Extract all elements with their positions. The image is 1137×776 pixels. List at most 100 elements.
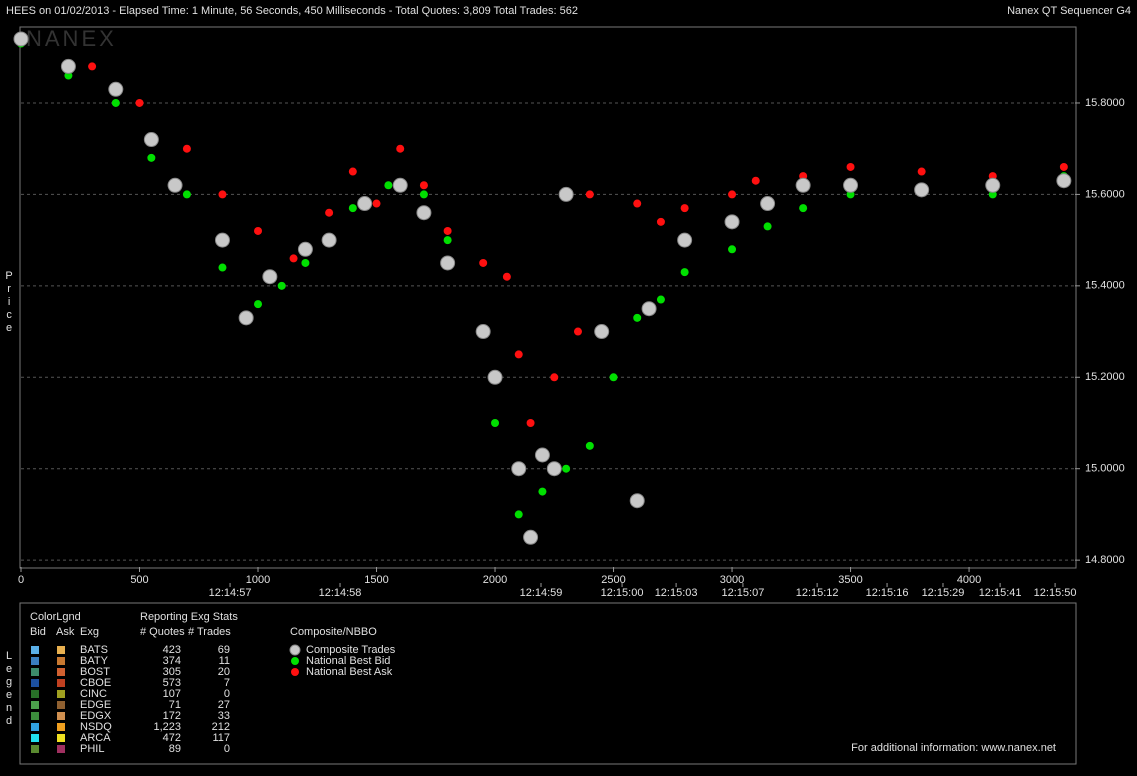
table-header: # Trades bbox=[188, 626, 231, 638]
quote-count: 71 bbox=[169, 699, 181, 711]
ask-swatch bbox=[57, 701, 65, 709]
legend-marker bbox=[291, 657, 299, 665]
trade-count: 117 bbox=[212, 732, 230, 744]
quote-point bbox=[182, 190, 191, 199]
bid-swatch bbox=[31, 668, 39, 676]
trade-point bbox=[13, 31, 29, 47]
quote-point bbox=[514, 350, 523, 359]
x-tick-label: 1500 bbox=[364, 574, 388, 586]
quote-point bbox=[182, 144, 191, 153]
bid-swatch bbox=[31, 701, 39, 709]
quote-point bbox=[656, 217, 665, 226]
quote-point bbox=[254, 300, 263, 309]
quote-point bbox=[111, 98, 120, 107]
quote-point bbox=[728, 245, 737, 254]
exchange-name: CBOE bbox=[80, 677, 111, 689]
quote-point bbox=[218, 263, 227, 272]
x-tick-label: 500 bbox=[130, 574, 148, 586]
x-tick-label: 4000 bbox=[957, 574, 981, 586]
trade-point bbox=[297, 241, 313, 257]
quote-count: 172 bbox=[163, 710, 181, 722]
quote-count: 305 bbox=[163, 666, 181, 678]
quote-point bbox=[763, 222, 772, 231]
legend-label: National Best Bid bbox=[306, 655, 390, 667]
quote-count: 472 bbox=[163, 732, 181, 744]
plot-area bbox=[13, 31, 1075, 561]
quote-point bbox=[348, 167, 357, 176]
table-header: Bid bbox=[30, 626, 46, 638]
quote-point bbox=[289, 254, 298, 263]
quote-count: 374 bbox=[163, 655, 181, 667]
trade-count: 0 bbox=[224, 688, 230, 700]
ask-swatch bbox=[57, 668, 65, 676]
trade-point bbox=[440, 255, 456, 271]
legend-marker bbox=[289, 644, 301, 656]
quote-point bbox=[562, 464, 571, 473]
trade-point bbox=[262, 269, 278, 285]
exchange-name: EDGE bbox=[80, 699, 111, 711]
watermark: NANEX bbox=[26, 26, 117, 51]
trade-count: 27 bbox=[218, 699, 230, 711]
trade-point bbox=[629, 493, 645, 509]
quote-point bbox=[609, 373, 618, 382]
table-header: # Quotes bbox=[140, 626, 185, 638]
nbbo-title: Composite/NBBO bbox=[290, 626, 377, 638]
chart-title: HEES on 01/02/2013 - Elapsed Time: 1 Min… bbox=[6, 5, 578, 17]
table-stats-title: Reporting Exg Stats bbox=[140, 611, 238, 623]
trade-point bbox=[558, 186, 574, 202]
trade-point bbox=[214, 232, 230, 248]
quote-point bbox=[218, 190, 227, 199]
exchange-name: PHIL bbox=[80, 743, 104, 755]
time-tick-label: 12:14:57 bbox=[209, 587, 252, 599]
bid-swatch bbox=[31, 679, 39, 687]
quote-point bbox=[396, 144, 405, 153]
trade-point bbox=[724, 214, 740, 230]
exchange-name: NSDQ bbox=[80, 721, 112, 733]
trade-point bbox=[985, 177, 1001, 193]
quote-point bbox=[585, 441, 594, 450]
bid-swatch bbox=[31, 690, 39, 698]
y-tick-label: 15.4000 bbox=[1085, 280, 1125, 292]
table-header: Exg bbox=[80, 626, 99, 638]
ask-swatch bbox=[57, 690, 65, 698]
trade-point bbox=[60, 58, 76, 74]
x-tick-label: 3500 bbox=[838, 574, 862, 586]
bid-swatch bbox=[31, 745, 39, 753]
quote-point bbox=[325, 208, 334, 217]
exchange-name: BOST bbox=[80, 666, 110, 678]
trade-count: 7 bbox=[224, 677, 230, 689]
ask-swatch bbox=[57, 657, 65, 665]
trade-count: 212 bbox=[212, 721, 230, 733]
x-tick-label: 2000 bbox=[483, 574, 507, 586]
trade-point bbox=[843, 177, 859, 193]
y-tick-label: 15.6000 bbox=[1085, 188, 1125, 200]
quote-count: 107 bbox=[163, 688, 181, 700]
y-tick-label: 15.8000 bbox=[1085, 97, 1125, 109]
ask-swatch bbox=[57, 745, 65, 753]
x-tick-label: 1000 bbox=[246, 574, 270, 586]
quote-point bbox=[348, 204, 357, 213]
quote-point bbox=[799, 204, 808, 213]
quote-point bbox=[479, 258, 488, 267]
legend-marker bbox=[291, 668, 299, 676]
time-tick-label: 12:15:50 bbox=[1034, 587, 1077, 599]
quote-point bbox=[88, 62, 97, 71]
footer: For additional information: www.nanex.ne… bbox=[851, 742, 1056, 754]
trade-point bbox=[475, 324, 491, 340]
quote-point bbox=[502, 272, 511, 281]
bid-swatch bbox=[31, 723, 39, 731]
trade-point bbox=[143, 132, 159, 148]
time-tick-label: 12:14:58 bbox=[319, 587, 362, 599]
plot-frame bbox=[19, 26, 1077, 569]
legend-label: National Best Ask bbox=[306, 666, 393, 678]
chart-subtitle: Nanex QT Sequencer G4 bbox=[1007, 5, 1131, 17]
trade-count: 0 bbox=[224, 743, 230, 755]
y-tick-label: 15.0000 bbox=[1085, 463, 1125, 475]
legend-frame bbox=[19, 602, 1077, 765]
trade-point bbox=[511, 461, 527, 477]
trade-count: 33 bbox=[218, 710, 230, 722]
quote-point bbox=[846, 162, 855, 171]
exchange-name: EDGX bbox=[80, 710, 112, 722]
trade-count: 69 bbox=[218, 644, 230, 656]
